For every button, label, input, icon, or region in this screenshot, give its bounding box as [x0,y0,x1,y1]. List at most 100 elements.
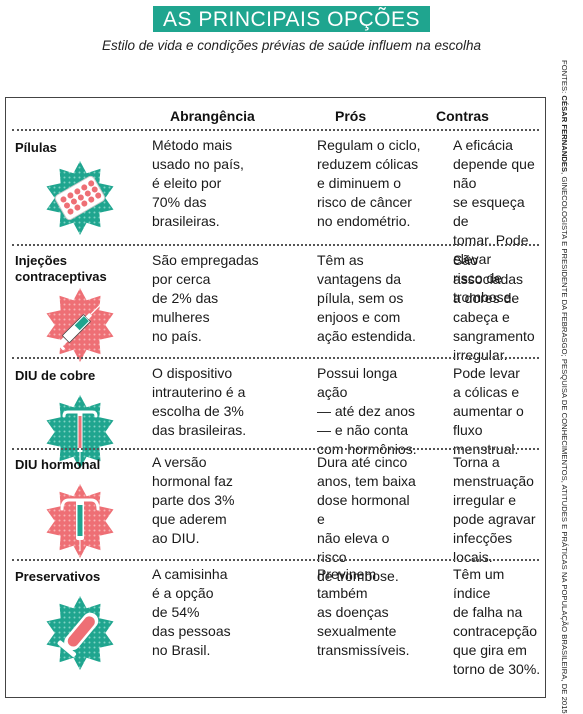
cell-line: Dura até cinco [317,454,408,470]
cell-line: Pode levar [453,365,520,381]
column-header-contras: Contras [436,108,489,124]
cell-line: São empregadas [152,252,259,268]
cell-line: transmissíveis. [317,642,410,658]
cell-line: se esqueça de [453,194,525,229]
cell-line: Possui longa ação [317,365,398,400]
cell-line: de trombose. [317,568,399,584]
cell-line: a dores de [453,290,520,306]
source-prefix: FONTES: [560,60,569,96]
cell-abrangencia: Método mais usado no país, é eleito por … [152,136,264,231]
cell-pros: Regulam o ciclo, reduzem cólicas e dimin… [317,136,421,231]
row-divider [12,357,539,359]
page-title: AS PRINCIPAIS OPÇÕES [152,6,430,32]
cell-line: pílula, sem os [317,290,404,306]
cell-contras: A eficácia depende que não se esqueça de… [453,136,543,307]
cell-line: parte dos 3% [152,492,235,508]
copper-iud-icon [42,394,118,470]
cell-line: — e não conta [317,422,409,438]
cell-line: ação estendida. [317,328,416,344]
cell-line: no Brasil. [152,642,211,658]
cell-line: Torna a [453,454,500,470]
page-subtitle: Estilo de vida e condições prévias de sa… [102,38,481,53]
cell-abrangencia: A camisinha é a opção de 54% das pessoas… [152,565,264,660]
cell-line: que gira em [453,642,527,658]
cell-line: hormonal faz [152,473,233,489]
cell-abrangencia: São empregadas por cerca de 2% das mulhe… [152,251,264,346]
cell-line: Previnem [317,566,377,582]
cell-line: aumentar o [453,403,524,419]
cell-line: infecções locais. [453,530,513,565]
cell-line: torno de 30%. [453,661,541,677]
cell-abrangencia: A versão hormonal faz parte dos 3% que a… [152,453,264,548]
cell-line: 70% das [152,194,207,210]
cell-line: Têm um índice [453,566,505,601]
cell-line: brasileiras. [152,213,220,229]
cell-line: usado no país, [152,156,244,172]
cell-line: sexualmente [317,623,397,639]
cell-line: que aderem [152,511,227,527]
source-credit: FONTES: CÉSAR FERNANDES, GINECOLOGISTA E… [558,60,570,714]
cell-pros: Têm as vantagens da pílula, sem os enjoo… [317,251,421,346]
syringe-icon [42,287,118,363]
cell-line: é a opção [152,585,214,601]
cell-line: das brasileiras. [152,422,247,438]
cell-line: de 2% das [152,290,219,306]
source-text: , GINECOLOGISTA E PRESIDENTE DA FEBRASGO… [560,172,569,714]
cell-line: é eleito por [152,175,222,191]
cell-line: pode agravar [453,511,536,527]
cell-line: Método mais [152,137,233,153]
cell-line: escolha de 3% [152,403,244,419]
cell-line: irregular e [453,492,517,508]
row-name: Preservativos [15,569,101,584]
cell-pros: Possui longa ação — até dez anos — e não… [317,364,421,459]
hormonal-iud-icon [42,483,118,559]
cell-line: também [317,585,368,601]
header-divider [12,129,539,131]
cell-line: no endométrio. [317,213,411,229]
cell-line: sangramento [453,328,535,344]
source-name: CÉSAR FERNANDES [560,95,569,173]
cell-line: vantagens da [317,271,402,287]
column-header-abrangencia: Abrangência [170,108,255,124]
cell-line: A versão [152,454,207,470]
cell-contras: Têm um índice de falha na contracepção q… [453,565,543,679]
cell-contras: São associadas a dores de cabeça e sangr… [453,251,543,365]
cell-line: anos, tem baixa [317,473,416,489]
cell-line: dose hormonal e [317,492,410,527]
comparison-table: Abrangência Prós Contras Pílulas [5,97,546,698]
row-divider [12,559,539,561]
row-name: Injeções contraceptivas [15,253,107,284]
cell-line: A camisinha [152,566,228,582]
cell-line: de 54% [152,604,200,620]
pill-pack-icon [42,160,118,236]
cell-line: São associadas [453,252,524,287]
cell-line: Regulam o ciclo, [317,137,421,153]
cell-line: contracepção [453,623,538,639]
cell-line: não eleva o risco [317,530,390,565]
row-divider [12,244,539,246]
cell-line: Têm as [317,252,364,268]
cell-pros: Dura até cinco anos, tem baixa dose horm… [317,453,421,586]
cell-abrangencia: O dispositivo intrauterino é a escolha d… [152,364,264,440]
cell-line: A eficácia [453,137,513,153]
condom-icon [42,595,118,671]
cell-line: menstruação [453,473,534,489]
cell-pros: Previnem também as doenças sexualmente t… [317,565,421,660]
cell-line: a cólicas e [453,384,520,400]
cell-line: enjoos e com [317,309,401,325]
cell-line: irregular. [453,347,508,363]
row-name: Pílulas [15,140,57,155]
cell-line: O dispositivo [152,365,233,381]
cell-line: risco de câncer [317,194,412,210]
cell-line: ao DIU. [152,530,200,546]
cell-line: — até dez anos [317,403,416,419]
cell-line: e diminuem o [317,175,402,191]
row-name: DIU hormonal [15,457,101,472]
cell-line: das pessoas [152,623,231,639]
cell-contras: Torna a menstruação irregular e pode agr… [453,453,543,567]
cell-line: por cerca [152,271,211,287]
column-header-pros: Prós [335,108,367,124]
title-wrap: AS PRINCIPAIS OPÇÕES [0,6,583,32]
cell-line: cabeça e [453,309,510,325]
cell-line: mulheres [152,309,210,325]
